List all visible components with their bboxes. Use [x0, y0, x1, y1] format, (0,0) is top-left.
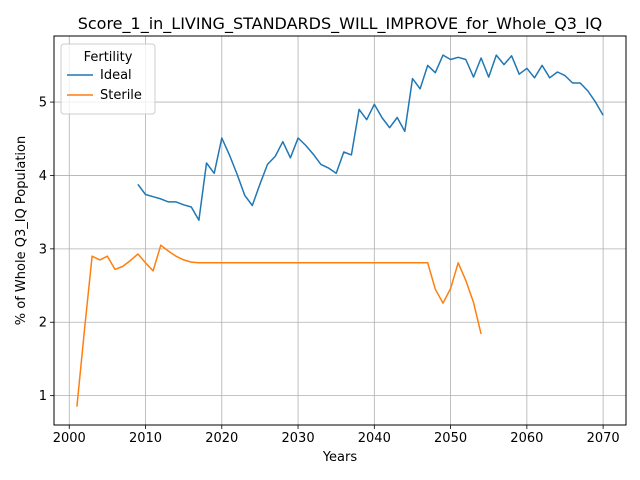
x-tick-label: 2000	[53, 431, 86, 446]
legend-title: Fertility	[84, 50, 133, 65]
legend-label-sterile: Sterile	[100, 88, 142, 103]
plot-frame	[53, 35, 627, 426]
y-tick-label: 1	[39, 389, 47, 404]
y-tick-label: 4	[39, 169, 47, 184]
x-axis-label: Years	[322, 450, 358, 465]
legend-label-ideal: Ideal	[100, 68, 132, 83]
series-line-sterile	[76, 244, 482, 407]
y-tick-label: 2	[39, 316, 47, 331]
legend-box	[60, 43, 156, 115]
series-line-ideal	[137, 54, 604, 221]
x-tick-label: 2020	[205, 431, 238, 446]
y-axis-label: % of Whole Q3_IQ Population	[14, 136, 29, 325]
ticks: 2000 2010 2020 2030 2040 2050 2060 2070 1 2 3 4 5	[39, 96, 620, 446]
chart-title: Score_1_in_LIVING_STANDARDS_WILL_IMPROVE…	[78, 14, 603, 34]
x-tick-label: 2030	[282, 431, 315, 446]
x-tick-label: 2070	[587, 431, 620, 446]
y-tick-label: 5	[39, 96, 47, 111]
x-tick-label: 2060	[510, 431, 543, 446]
x-tick-label: 2040	[358, 431, 391, 446]
x-tick-label: 2010	[129, 431, 162, 446]
legend: Fertility Ideal Sterile	[60, 43, 156, 115]
grid	[54, 36, 626, 425]
x-tick-label: 2050	[434, 431, 467, 446]
series-lines	[76, 54, 604, 407]
y-tick-label: 3	[39, 242, 47, 257]
